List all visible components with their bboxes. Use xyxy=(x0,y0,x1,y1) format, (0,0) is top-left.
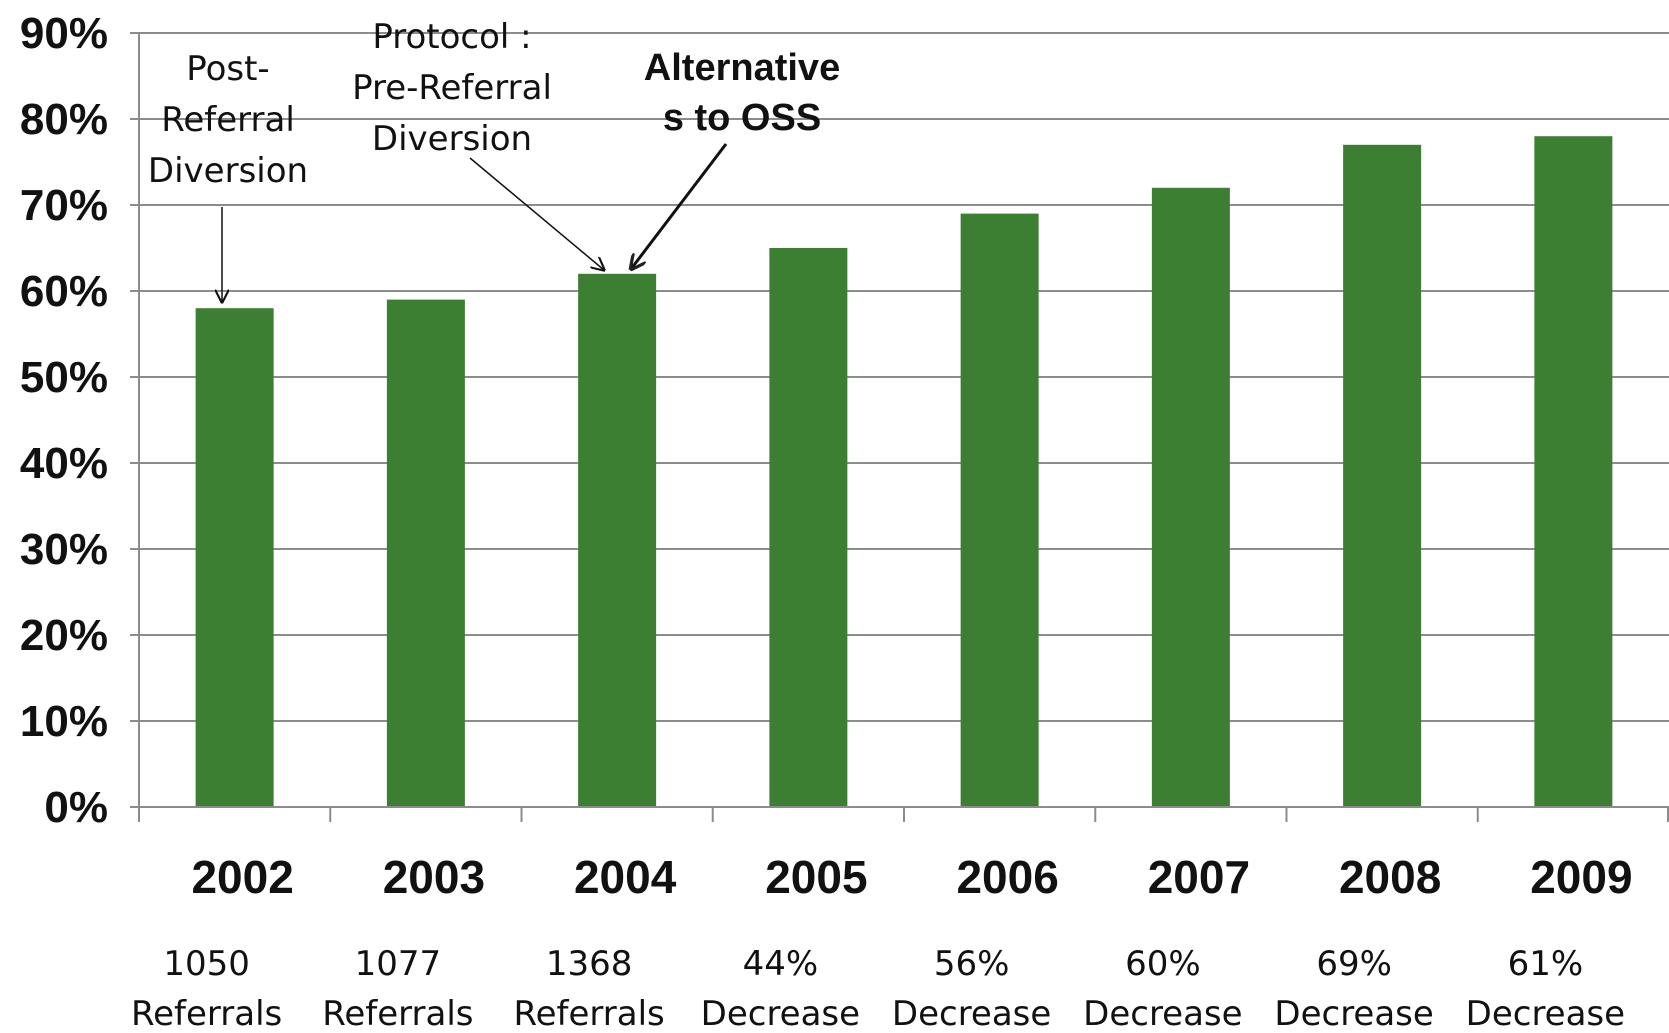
category-note-line: Referrals xyxy=(131,994,282,1033)
y-tick-label: 80% xyxy=(20,95,108,144)
y-tick-label: 90% xyxy=(20,9,108,58)
category-note-line: Decrease xyxy=(892,994,1051,1033)
bar-2003 xyxy=(386,299,465,807)
y-tick-label: 0% xyxy=(44,783,108,832)
x-tick-label: 2009 xyxy=(1530,851,1632,903)
x-tick-labels: 2002 2003 2004 2005 2006 2007 2008 2009 xyxy=(191,851,1632,903)
x-tick-label: 2006 xyxy=(956,851,1058,903)
category-note-line: 1368 xyxy=(546,944,633,984)
annotation-line: Pre-Referral xyxy=(352,68,552,108)
category-note-line: Decrease xyxy=(1083,994,1242,1033)
x-tick-label: 2004 xyxy=(574,851,677,903)
annotation-line: Post- xyxy=(186,49,269,89)
x-tick-label: 2008 xyxy=(1339,851,1441,903)
annotation-arrow xyxy=(469,157,604,270)
category-note-line: Decrease xyxy=(701,994,860,1033)
y-tick-label: 70% xyxy=(20,181,108,230)
y-tick-label: 50% xyxy=(20,353,108,402)
annotation-line: Protocol : xyxy=(372,17,531,57)
annotation-line: Diversion xyxy=(372,119,532,159)
category-note-line: Decrease xyxy=(1274,994,1433,1033)
bar-2008 xyxy=(1343,144,1422,808)
bar-2002 xyxy=(195,308,274,807)
bar-2005 xyxy=(769,248,848,807)
annotation-line: s to OSS xyxy=(663,97,821,139)
x-tick-label: 2005 xyxy=(765,851,867,903)
annotation-line: Alternative xyxy=(644,47,840,89)
category-note-line: 69% xyxy=(1316,944,1392,984)
category-note-line: Decrease xyxy=(1466,994,1625,1033)
axes xyxy=(130,32,1669,822)
category-note-line: 44% xyxy=(743,944,819,984)
annotations: Post- Referral Diversion Protocol : Pre-Refe… xyxy=(148,17,840,302)
x-tick-label: 2007 xyxy=(1148,851,1250,903)
category-note-line: 1077 xyxy=(355,944,442,984)
gridlines xyxy=(139,32,1669,722)
x-tick-label: 2002 xyxy=(191,851,293,903)
annotation-line: Referral xyxy=(161,100,295,140)
category-note-line: 1050 xyxy=(163,944,250,984)
y-tick-label: 60% xyxy=(20,267,108,316)
bars xyxy=(195,136,1613,808)
bar-2009 xyxy=(1534,136,1613,807)
category-notes: 1050 Referrals 1077 Referrals 1368 Referrals 4… xyxy=(131,944,1625,1033)
category-note-line: Referrals xyxy=(513,994,664,1033)
y-tick-label: 30% xyxy=(20,525,108,574)
annotation-line: Diversion xyxy=(148,151,308,191)
bar-2006 xyxy=(960,213,1039,808)
category-note-line: 61% xyxy=(1508,944,1584,984)
category-note-line: Referrals xyxy=(322,994,473,1033)
category-note-line: 60% xyxy=(1125,944,1201,984)
y-tick-label: 10% xyxy=(20,697,108,746)
annotation-arrow xyxy=(631,143,728,269)
y-tick-label: 40% xyxy=(20,439,108,488)
x-tick-label: 2003 xyxy=(383,851,485,903)
y-tick-labels: 0% 10% 20% 30% 40% 50% 60% 70% 80% 90% xyxy=(20,9,108,832)
y-tick-label: 20% xyxy=(20,611,108,660)
bar-2007 xyxy=(1151,187,1230,808)
category-note-line: 56% xyxy=(934,944,1010,984)
bar-2004 xyxy=(578,273,657,807)
